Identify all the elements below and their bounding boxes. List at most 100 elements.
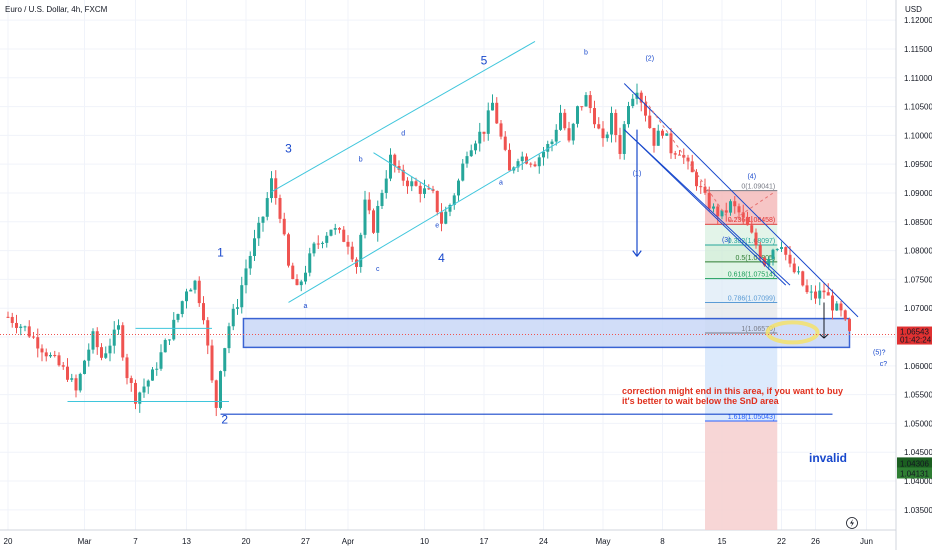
candle-body xyxy=(49,354,52,357)
candle-body xyxy=(10,316,14,323)
y-tick-label: 1.11000 xyxy=(904,74,932,83)
price-tag-value: 1.04131 xyxy=(900,469,929,478)
candle-body xyxy=(461,163,465,181)
arrow-head xyxy=(823,333,829,339)
wave-label: b xyxy=(584,50,588,57)
stop-zone xyxy=(705,420,778,530)
candle-body xyxy=(588,95,592,109)
candle-body xyxy=(100,347,103,358)
candle-body xyxy=(465,156,469,164)
candle-body xyxy=(325,235,329,243)
candle-body xyxy=(23,326,27,328)
candle-body xyxy=(503,136,507,150)
candle-body xyxy=(278,198,282,219)
lightning-icon[interactable] xyxy=(846,517,858,529)
candle-body xyxy=(393,154,397,166)
descending-channel-upper-2 xyxy=(623,83,859,318)
candle-body xyxy=(733,201,737,207)
candle-body xyxy=(648,115,652,129)
candle-body xyxy=(138,392,142,404)
x-tick-label: 8 xyxy=(660,537,665,546)
candle-body xyxy=(669,133,673,154)
candle-body xyxy=(644,102,647,116)
candle-body xyxy=(291,265,295,280)
fib-label: 0.786(1.07099) xyxy=(728,296,775,303)
candle-body xyxy=(236,307,239,309)
candle-body xyxy=(53,354,57,356)
wave-label: 2 xyxy=(221,412,228,426)
candle-body xyxy=(563,112,567,129)
candle-body xyxy=(656,130,660,146)
candle-body xyxy=(74,378,78,391)
fib-label: 1.618(1.05043) xyxy=(728,414,775,421)
candle-body xyxy=(469,150,473,157)
candle-body xyxy=(801,271,805,286)
candle-body xyxy=(809,291,813,293)
candle-body xyxy=(729,201,732,213)
candle-body xyxy=(159,352,163,369)
candle-body xyxy=(36,337,40,349)
chart-title: Euro / U.S. Dollar, 4h, FXCM xyxy=(5,5,108,14)
x-tick-label: 27 xyxy=(301,537,310,546)
candle-body xyxy=(389,154,392,179)
candle-body xyxy=(508,149,511,171)
candle-body xyxy=(699,186,703,188)
price-axis[interactable]: 1.12000 1.11500 1.11000 1.10500 1.10000 1.095… xyxy=(904,16,932,515)
candle-body xyxy=(452,195,456,205)
y-tick-label: 1.10000 xyxy=(904,131,932,140)
x-tick-label: 26 xyxy=(811,537,820,546)
candle-body xyxy=(499,123,503,137)
candle-body xyxy=(542,151,545,158)
candle-body xyxy=(397,165,401,170)
candle-body xyxy=(168,339,171,341)
candle-body xyxy=(274,178,278,199)
wave-label: (1) xyxy=(633,171,642,178)
time-axis[interactable]: 20 Mar 7 13 20 27 Apr 10 17 24 May 8 15 22 26 Jun xyxy=(4,537,873,546)
candle-body xyxy=(593,108,596,125)
candle-body xyxy=(6,316,10,318)
candle-body xyxy=(716,206,720,217)
wave-label: 1 xyxy=(217,245,224,259)
y-tick-label: 1.07500 xyxy=(904,275,932,284)
candle-body xyxy=(83,360,86,374)
candle-body xyxy=(66,366,69,380)
candle-body xyxy=(822,290,826,293)
candle-body xyxy=(695,172,698,187)
candle-body xyxy=(19,326,23,328)
arrow-head xyxy=(819,333,825,339)
fib-label: 0(1.09041) xyxy=(741,184,775,191)
arrow-head xyxy=(632,250,638,257)
annotation-line-2: it's better to wait below the SnD area xyxy=(622,396,780,406)
candle-body xyxy=(312,243,316,254)
candle-body xyxy=(622,124,626,154)
candle-body xyxy=(78,373,82,391)
candle-body xyxy=(155,368,159,370)
wave-label: e xyxy=(435,223,439,230)
candle-body xyxy=(686,157,690,162)
y-tick-label: 1.04000 xyxy=(904,477,932,486)
candle-body xyxy=(87,349,91,361)
candle-body xyxy=(321,242,324,244)
candle-body xyxy=(270,178,273,199)
candle-body xyxy=(741,212,745,218)
candle-body xyxy=(707,192,711,209)
fib-band xyxy=(705,224,778,246)
wave-label: 5 xyxy=(481,54,488,68)
candle-body xyxy=(32,336,35,338)
arrow-head xyxy=(636,250,642,257)
wave-label: (3) xyxy=(722,237,731,244)
candle-body xyxy=(253,238,256,256)
triangle-line xyxy=(373,152,434,191)
x-tick-label: Mar xyxy=(78,537,92,546)
candle-body xyxy=(146,380,150,387)
candle-body xyxy=(788,254,792,264)
x-tick-label: 24 xyxy=(539,537,548,546)
wave-label: b xyxy=(359,156,363,163)
candle-body xyxy=(448,204,452,212)
wave-label: (4) xyxy=(747,174,756,181)
x-tick-label: 20 xyxy=(4,537,13,546)
candle-body xyxy=(839,303,843,311)
candle-body xyxy=(180,301,184,315)
candle-body xyxy=(240,285,244,308)
